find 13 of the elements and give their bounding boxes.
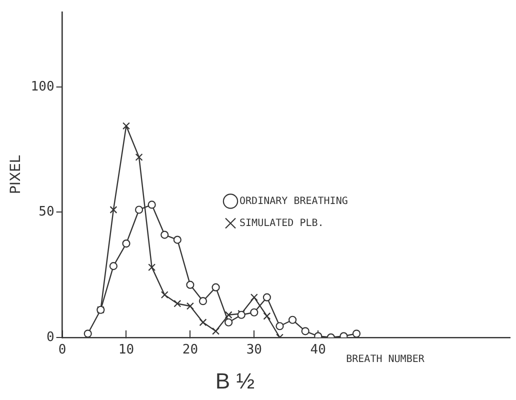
- x-tick-label: 30: [246, 342, 262, 358]
- x-tick-label: 20: [182, 342, 198, 358]
- y-tick-label: 100: [30, 79, 54, 94]
- x-axis-title: BREATH NUMBER: [346, 354, 426, 365]
- x-tick-label: 10: [118, 342, 134, 358]
- legend-label: SIMULATED PLB.: [240, 218, 324, 229]
- y-axis-title: PIXEL: [8, 155, 24, 194]
- y-tick-label: 0: [46, 330, 54, 345]
- legend-label: ORDINARY BREATHING: [240, 196, 348, 207]
- x-tick-label: 0: [58, 342, 66, 358]
- y-tick-label: 50: [38, 204, 54, 220]
- text: B ½: [215, 368, 255, 394]
- x-tick-label: 40: [310, 342, 326, 358]
